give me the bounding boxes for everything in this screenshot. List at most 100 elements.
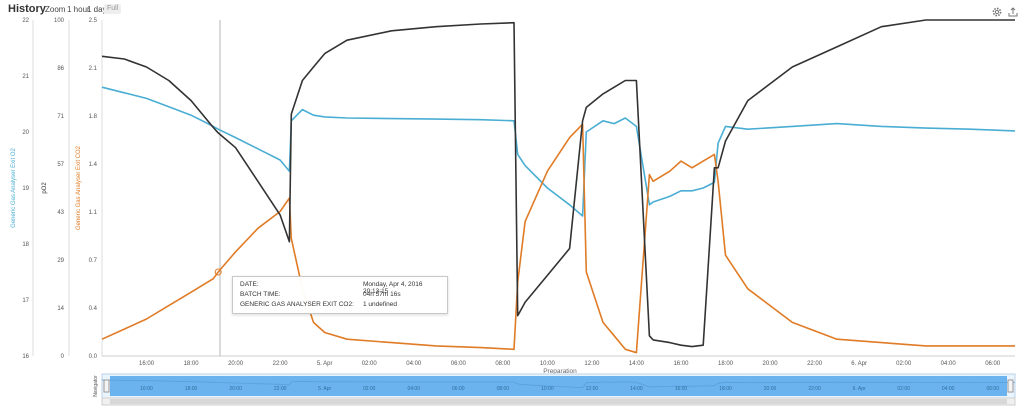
navigator-tick-label: 06:00 — [452, 386, 465, 392]
navigator-left-handle[interactable] — [103, 379, 110, 393]
x-tick-label: 06:00 — [985, 361, 1001, 367]
o2-tick-label: 16 — [22, 354, 29, 360]
navigator-tick-label: 18:00 — [185, 386, 198, 392]
o2-tick-label: 17 — [22, 298, 29, 304]
x-tick-label: 02:00 — [362, 361, 378, 367]
po2-tick-label: 0.0 — [89, 354, 98, 360]
tooltip-date-label: DATE: — [240, 281, 259, 288]
series-lines — [101, 19, 1016, 354]
tooltip-date-row: DATE: Monday, Apr 4, 2016 20:13:15 — [240, 281, 445, 295]
navigator-tick-label: 14:00 — [630, 386, 643, 392]
po2-tick-label: 2.5 — [89, 18, 98, 24]
x-tick-label: 18:00 — [184, 361, 200, 367]
o2-tick-labels: 16 17 18 19 20 21 22 — [22, 18, 29, 360]
x-tick-label: 20:00 — [228, 361, 244, 367]
co2-tick-label: 57 — [57, 162, 64, 168]
x-tick-labels: 16:00 18:00 20:00 22:00 5. Apr 02:00 04:00 06:0… — [139, 361, 1001, 367]
navigator-tick-label: 6. Apr — [853, 386, 866, 392]
navigator-right-handle[interactable] — [1007, 379, 1014, 393]
x-tick-label: 08:00 — [495, 361, 511, 367]
tooltip-series-label: GENERIC GAS ANALYSER EXIT CO2: — [240, 301, 354, 308]
po2-tick-label: 0.7 — [89, 258, 98, 264]
zoom-1-hour-button[interactable]: 1 hour — [67, 5, 90, 14]
navigator-tick-labels: 16:00 18:00 20:00 22:00 5. Apr 02:00 04:00 06:0… — [140, 386, 999, 392]
x-tick-label: 04:00 — [406, 361, 422, 367]
data-tooltip: DATE: Monday, Apr 4, 2016 20:13:15 BATCH… — [232, 276, 448, 314]
hover-marker — [214, 268, 222, 276]
x-tick-label: 16:00 — [139, 361, 155, 367]
chart-title: History — [8, 3, 46, 15]
navigator-tick-label: 20:00 — [229, 386, 242, 392]
x-tick-label: 12:00 — [584, 361, 600, 367]
navigator-series-line — [101, 379, 1016, 389]
x-tick-label: 04:00 — [941, 361, 957, 367]
o2-tick-label: 20 — [22, 130, 29, 136]
navigator-tick-label: 10:00 — [541, 386, 554, 392]
po2-tick-labels: 0.0 0.4 0.7 1.1 1.4 1.8 2.1 2.5 — [89, 18, 98, 360]
navigator-tick-label: 02:00 — [363, 386, 376, 392]
plot-band-label: Preparation — [543, 368, 577, 375]
series-line-generic-gas-analyser-exit-o2 — [101, 86, 1016, 217]
o2-tick-label: 21 — [22, 74, 29, 80]
x-tick-label: 16:00 — [673, 361, 689, 367]
navigator-tick-label: 04:00 — [942, 386, 955, 392]
co2-tick-label: 29 — [57, 258, 64, 264]
po2-tick-label: 2.1 — [89, 66, 98, 72]
navigator-tick-label: 04:00 — [407, 386, 420, 392]
co2-tick-labels: 0 14 29 43 57 71 86 100 — [54, 18, 65, 360]
o2-tick-label: 22 — [22, 18, 29, 24]
tooltip-batch-value: 04h 57m 16s — [363, 291, 401, 298]
export-icon[interactable] — [1007, 5, 1019, 17]
series-line-po2 — [101, 19, 1015, 348]
navigator-tick-label: 08:00 — [497, 386, 510, 392]
tooltip-series-row: GENERIC GAS ANALYSER EXIT CO2: 1 undefin… — [240, 301, 445, 310]
x-tick-label: 14:00 — [629, 361, 645, 367]
navigator-tick-label: 18:00 — [719, 386, 732, 392]
co2-tick-label: 0 — [61, 354, 65, 360]
navigator-tick-label: 12:00 — [586, 386, 599, 392]
settings-gear-icon[interactable] — [991, 5, 1003, 17]
navigator-tick-label: 06:00 — [986, 386, 999, 392]
navigator-tick-label: 22:00 — [808, 386, 821, 392]
x-tick-label: 20:00 — [763, 361, 779, 367]
x-tick-label: 22:00 — [273, 361, 289, 367]
x-tick-label: 6. Apr — [851, 361, 867, 367]
tooltip-batch-label: BATCH TIME: — [240, 291, 281, 298]
co2-tick-label: 43 — [57, 210, 64, 216]
co2-tick-label: 100 — [54, 18, 65, 24]
x-tick-label: 02:00 — [896, 361, 912, 367]
navigator-tick-label: 22:00 — [274, 386, 287, 392]
x-tick-label: 5. Apr — [317, 361, 333, 367]
navigator-tick-label: 20:00 — [764, 386, 777, 392]
tooltip-date-value: Monday, Apr 4, 2016 20:13:15 — [363, 281, 423, 295]
o2-tick-label: 19 — [22, 186, 29, 192]
zoom-full-button[interactable]: Full — [104, 4, 122, 14]
zoom-label: Zoom — [45, 5, 66, 14]
navigator-label: Navigator — [93, 375, 99, 397]
navigator-selection[interactable] — [110, 376, 1007, 396]
chart-header: History Zoom 1 hour 1 day Full — [0, 0, 1024, 20]
x-tick-label: 10:00 — [540, 361, 556, 367]
series-line-generic-gas-analyser-exit-co2 — [101, 123, 1015, 354]
po2-axis-title: pO2 — [42, 182, 48, 194]
navigator-tick-label: 5. Apr — [318, 386, 331, 392]
tooltip-series-value: 1 undefined — [363, 301, 397, 308]
tooltip-batch-row: BATCH TIME: 04h 57m 16s — [240, 291, 445, 300]
x-tick-label: 06:00 — [451, 361, 467, 367]
co2-axis-title: Generic Gas Analyser Exit CO2 — [76, 145, 82, 230]
po2-tick-label: 1.4 — [89, 162, 98, 168]
navigator-scrollbar-thumb[interactable] — [110, 399, 1007, 404]
co2-tick-label: 14 — [57, 306, 64, 312]
navigator-tick-label: 16:00 — [140, 386, 153, 392]
navigator-tick-label: 02:00 — [897, 386, 910, 392]
o2-axis-title: Generic Gas Analyser Exit O2 — [11, 147, 17, 227]
po2-tick-label: 1.1 — [89, 210, 98, 216]
co2-tick-label: 86 — [57, 66, 64, 72]
zoom-1-day-button[interactable]: 1 day — [87, 5, 107, 14]
co2-tick-label: 71 — [57, 114, 64, 120]
po2-tick-label: 0.4 — [89, 306, 98, 312]
x-tick-label: 18:00 — [718, 361, 734, 367]
o2-tick-label: 18 — [22, 242, 29, 248]
po2-tick-label: 1.8 — [89, 114, 98, 120]
